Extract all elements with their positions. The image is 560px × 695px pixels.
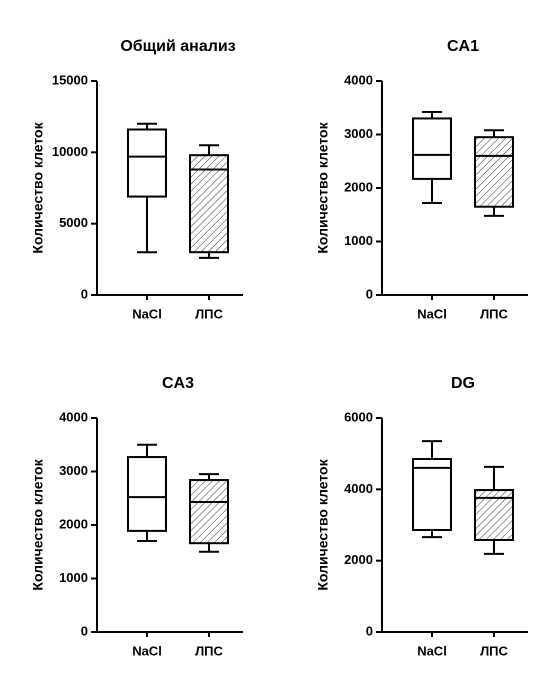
x-tick-label: NaCl [132,643,162,658]
y-tick-label: 1000 [344,233,373,248]
box [189,479,229,545]
x-tick-label: NaCl [417,306,447,321]
y-tick-label: 2000 [344,552,373,567]
chart-title: CA1 [447,38,479,55]
x-tick-label: NaCl [417,643,447,658]
y-tick-label: 0 [366,286,373,301]
y-tick-label: 4000 [59,409,88,424]
box [189,154,229,254]
y-axis-label: Количество клеток [30,121,46,253]
chart-title: CA3 [162,375,194,392]
box [127,456,167,532]
x-tick-label: ЛПС [480,306,508,321]
y-tick-label: 4000 [344,481,373,496]
y-tick-label: 6000 [344,409,373,424]
box [474,136,514,208]
chart-title: Общий анализ [120,38,235,55]
box [412,117,452,180]
y-axis-label: Количество клеток [315,458,331,590]
y-axis-label: Количество клеток [315,121,331,253]
y-tick-label: 3000 [344,126,373,141]
y-tick-label: 10000 [52,144,88,159]
y-tick-label: 5000 [59,215,88,230]
x-tick-label: ЛПС [195,643,223,658]
y-tick-label: 0 [81,286,88,301]
y-tick-label: 3000 [59,463,88,478]
x-tick-label: NaCl [132,306,162,321]
box [127,128,167,198]
chart-title: DG [451,375,475,392]
x-tick-label: ЛПС [480,643,508,658]
y-tick-label: 0 [366,623,373,638]
y-tick-label: 4000 [344,72,373,87]
x-tick-label: ЛПС [195,306,223,321]
y-tick-label: 15000 [52,72,88,87]
y-tick-label: 0 [81,623,88,638]
y-tick-label: 2000 [344,179,373,194]
y-axis-label: Количество клеток [30,458,46,590]
box [412,458,452,531]
y-tick-label: 1000 [59,570,88,585]
y-tick-label: 2000 [59,516,88,531]
